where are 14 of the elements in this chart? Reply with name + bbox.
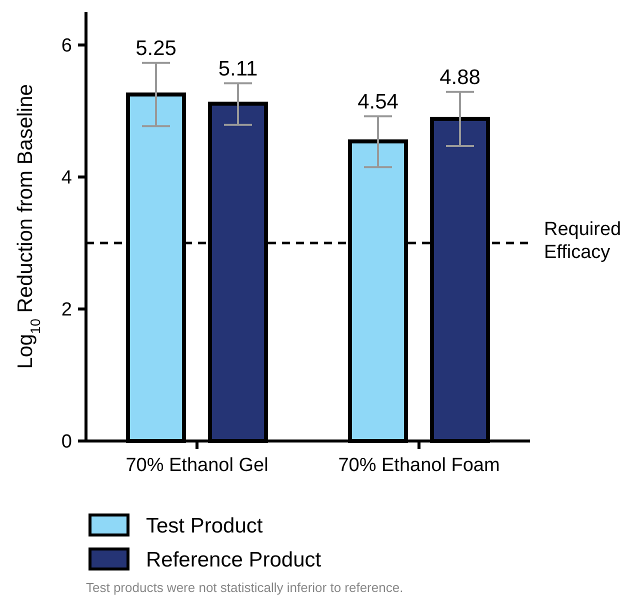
legend-label: Reference Product [146,548,322,572]
ref-line-label: Required Efficacy [544,219,622,263]
data-label: 4.54 [358,90,399,114]
y-tick-label: 4 [61,168,72,189]
x-tick-label: 70% Ethanol Gel [126,455,268,476]
text: Test products were not statistically inferior to reference. [86,580,404,595]
y-tick-label: 2 [61,300,72,321]
data-label: 4.88 [440,66,480,89]
data-label: 5.25 [136,36,176,60]
data-label: 5.11 [218,57,258,80]
y-tick-label: 0 [61,432,72,453]
legend-label: Test Product [146,514,263,538]
x-tick-label: 70% Ethanol Foam [338,455,500,476]
y-tick-label: 6 [61,36,72,57]
